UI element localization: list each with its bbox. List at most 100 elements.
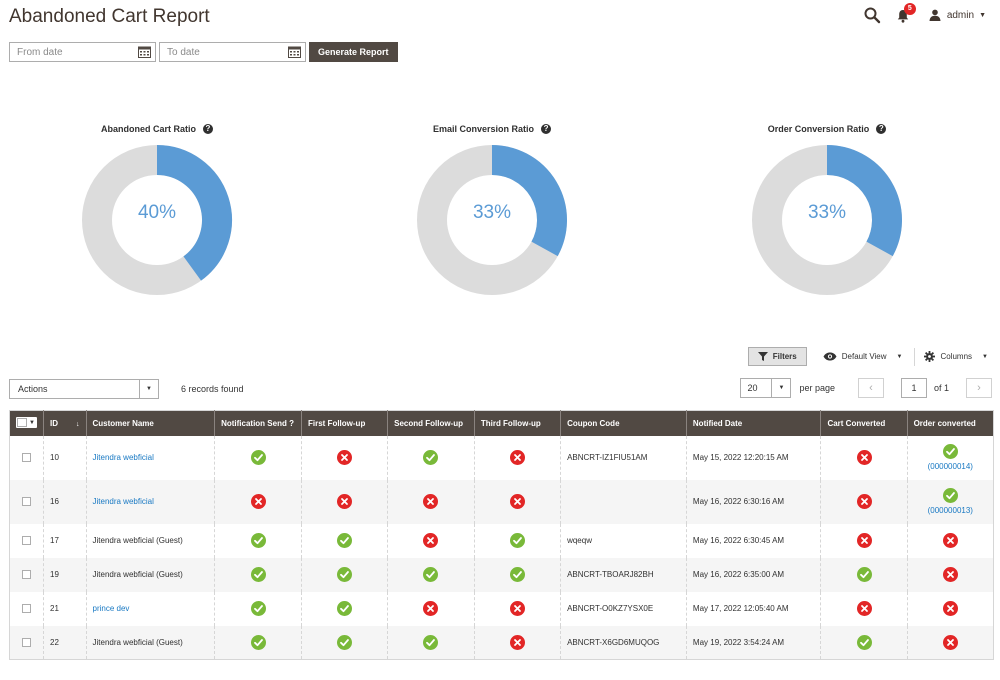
date-filter-row: Generate Report <box>9 42 398 62</box>
help-icon[interactable]: ? <box>203 124 213 134</box>
cell-third-status <box>473 625 562 660</box>
check-circle-icon <box>509 533 525 548</box>
column-header-third-follow-up[interactable]: Third Follow-up <box>473 410 561 436</box>
customer-link[interactable]: Jitendra webficial <box>92 497 154 506</box>
table-row[interactable]: 16 Jitendra webficial May 16, 2022 6:30:16… <box>9 479 995 524</box>
filter-icon <box>757 352 768 361</box>
check-circle-icon <box>856 634 872 650</box>
table-row[interactable]: 10 Jitendra webficial ABNCRT-IZ1FIU51AM May… <box>9 435 995 480</box>
mass-select-checkbox[interactable]: ▼ <box>16 417 37 429</box>
column-header-first-follow-up[interactable]: First Follow-up <box>300 410 388 436</box>
cell-notification-status <box>214 625 302 660</box>
cell-notified-date: May 19, 2022 3:54:24 AM <box>685 625 822 660</box>
from-date-input[interactable] <box>10 43 155 61</box>
row-checkbox[interactable] <box>22 453 31 463</box>
help-icon[interactable]: ? <box>876 124 887 134</box>
column-header-coupon-code[interactable]: Coupon Code <box>560 410 687 436</box>
check-circle-icon <box>337 601 353 616</box>
cell-order-converted <box>906 591 995 626</box>
column-header-customer-name[interactable]: Customer Name <box>85 410 215 436</box>
table-row[interactable]: 17 Jitendra webficial (Guest) wqeqw May 16,… <box>9 523 995 558</box>
page-title: Abandoned Cart Report <box>9 6 210 27</box>
chevron-down-icon: ▼ <box>139 380 158 398</box>
mass-select-header[interactable]: ▼ <box>9 410 44 436</box>
donut-percent-label: 40% <box>137 202 177 223</box>
row-checkbox[interactable] <box>22 604 31 614</box>
check-circle-icon <box>337 533 353 548</box>
cell-cart-converted <box>820 625 908 660</box>
donut-value-arc <box>826 145 902 257</box>
cell-customer-name: Jitendra webficial <box>85 435 216 480</box>
search-icon[interactable] <box>863 6 881 24</box>
cell-order-converted <box>906 625 995 660</box>
row-select-cell[interactable] <box>9 625 44 660</box>
column-header-id[interactable]: ID ↓ <box>43 410 86 436</box>
donut-percent-label: 33% <box>807 202 847 223</box>
row-select-cell[interactable] <box>9 479 44 524</box>
help-icon[interactable]: ? <box>541 124 552 134</box>
customer-link[interactable]: prince dev <box>92 604 130 613</box>
donut-chart <box>417 145 567 295</box>
column-header-notification-send[interactable]: Notification Send ? <box>214 410 302 436</box>
order-link[interactable]: (000000013) <box>927 505 973 515</box>
column-header-second-follow-up[interactable]: Second Follow-up <box>387 410 475 436</box>
row-checkbox[interactable] <box>22 536 31 546</box>
error-circle-icon <box>856 601 872 616</box>
generate-report-button[interactable]: Generate Report <box>309 42 398 62</box>
sort-arrow-icon: ↓ <box>76 420 80 428</box>
row-select-cell[interactable] <box>9 557 44 592</box>
cell-coupon-code: ABNCRT-IZ1FIU51AM <box>560 435 687 480</box>
to-date-field[interactable] <box>159 42 306 62</box>
chevron-down-icon: ▼ <box>979 11 986 19</box>
per-page-select[interactable]: 20 ▼ <box>740 378 792 398</box>
chevron-down-icon: ▼ <box>982 353 988 360</box>
to-date-input[interactable] <box>160 43 305 61</box>
chevron-down-icon: ▼ <box>29 419 35 426</box>
user-name: admin <box>946 9 975 21</box>
check-circle-icon <box>423 450 439 465</box>
check-circle-icon <box>337 634 353 650</box>
row-select-cell[interactable] <box>9 435 44 480</box>
order-link[interactable]: (000000014) <box>927 461 973 471</box>
column-header-order-converted[interactable]: Order converted <box>906 410 994 436</box>
row-checkbox[interactable] <box>22 637 31 647</box>
user-menu[interactable]: admin ▼ <box>929 9 986 21</box>
cell-cart-converted <box>820 557 908 592</box>
from-date-field[interactable] <box>9 42 156 62</box>
prev-page-button[interactable]: ‹ <box>857 378 884 398</box>
donut-title: Abandoned Cart Ratio? <box>101 123 213 135</box>
cell-notification-status <box>214 523 302 558</box>
cell-customer-name: prince dev <box>85 591 216 626</box>
page-total: of 1 <box>933 383 949 393</box>
calendar-icon[interactable] <box>138 46 151 58</box>
next-page-button[interactable]: › <box>966 378 992 398</box>
check-circle-icon <box>942 487 958 503</box>
chevron-left-icon: ‹ <box>869 382 873 394</box>
actions-dropdown[interactable]: Actions ▼ <box>9 379 159 399</box>
table-row[interactable]: 22 Jitendra webficial (Guest) ABNCRT-X6GD6… <box>9 625 995 660</box>
column-header-notified-date[interactable]: Notified Date <box>685 410 821 436</box>
cell-second-status <box>387 479 475 524</box>
calendar-icon[interactable] <box>288 46 301 58</box>
customer-link[interactable]: Jitendra webficial <box>92 453 154 462</box>
column-header-cart-converted[interactable]: Cart Converted <box>820 410 908 436</box>
filters-button[interactable]: Filters <box>747 347 807 366</box>
donut-title: Order Conversion Ratio? <box>768 123 887 135</box>
row-select-cell[interactable] <box>9 591 44 626</box>
notification-count-badge: 5 <box>903 3 916 15</box>
columns-dropdown[interactable]: Columns ▼ <box>924 351 988 362</box>
page-number-input[interactable]: 1 <box>900 378 927 398</box>
notifications-button[interactable]: 5 <box>897 3 916 24</box>
row-checkbox[interactable] <box>22 570 31 580</box>
check-circle-icon <box>250 567 266 582</box>
error-circle-icon <box>250 494 266 509</box>
row-select-cell[interactable] <box>9 523 44 558</box>
default-view-dropdown[interactable]: Default View ▼ <box>823 352 902 361</box>
table-row[interactable]: 19 Jitendra webficial (Guest) ABNCRT-TBOAR… <box>9 557 995 592</box>
cell-first-status <box>300 435 389 480</box>
check-circle-icon <box>423 634 439 650</box>
table-row[interactable]: 21 prince dev ABNCRT-O0KZ7YSX0E May 17, 202… <box>9 591 995 626</box>
cell-id: 21 <box>43 591 87 626</box>
row-checkbox[interactable] <box>22 497 31 507</box>
donut-chart <box>752 145 902 295</box>
